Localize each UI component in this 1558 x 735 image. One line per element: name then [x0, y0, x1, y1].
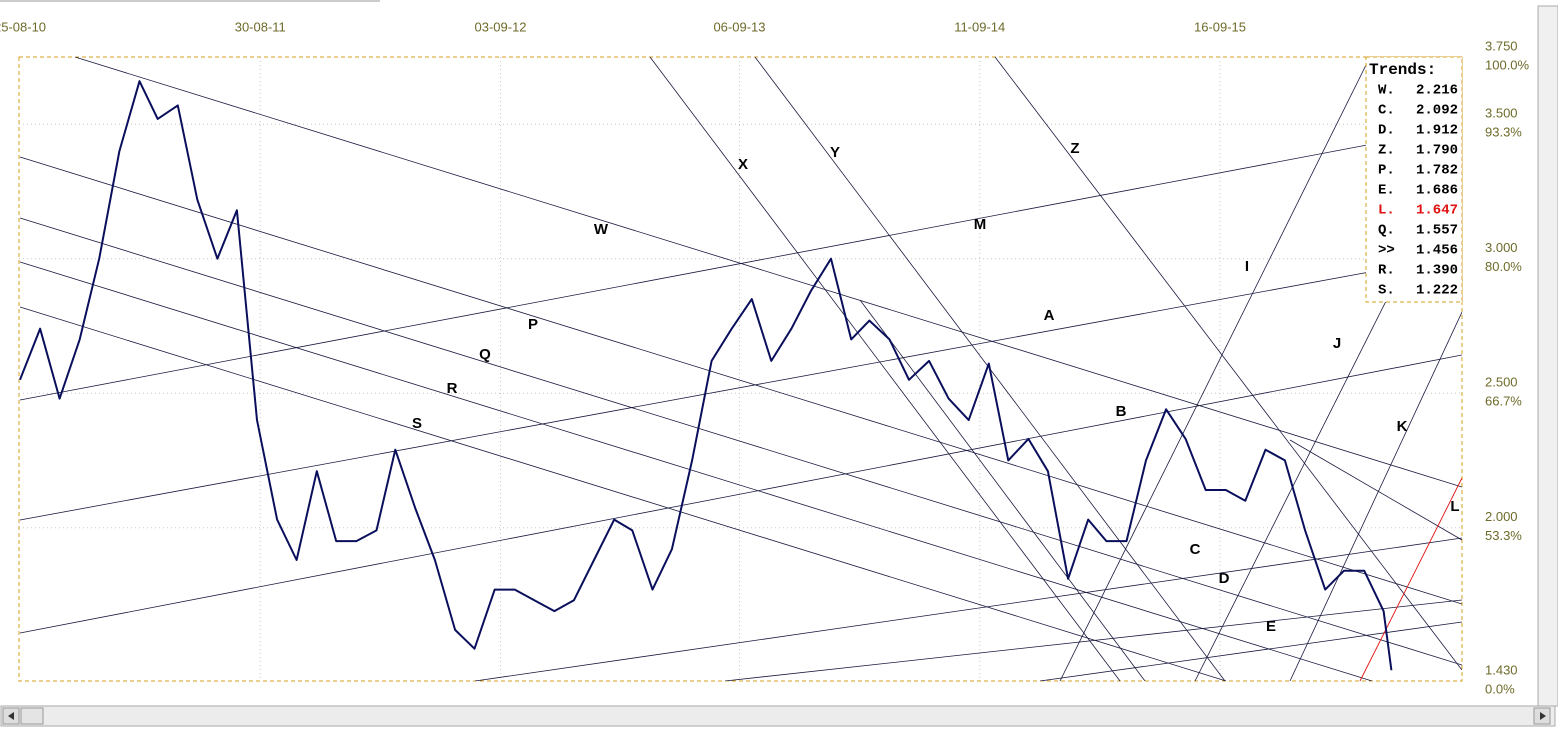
- trend-line-red: [1359, 477, 1462, 681]
- trends-box: Trends: W. 2.216 C. 2.092 D. 1.912 Z. 1.790 P. 1.…: [1365, 56, 1463, 303]
- trend-label: L: [1450, 498, 1459, 515]
- trend-label: S: [412, 415, 422, 432]
- trend-key: W.: [1378, 83, 1395, 99]
- trend-value: 1.686: [1416, 183, 1458, 199]
- trend-line: [74, 57, 1462, 488]
- trend-label: B: [1116, 403, 1127, 420]
- x-tick-label: 11-09-14: [954, 19, 1005, 34]
- y-tick-percent: 100.0%: [1485, 57, 1530, 72]
- trend-value: 2.092: [1416, 103, 1458, 119]
- trend-label: P: [528, 316, 538, 333]
- series: [19, 80, 1393, 671]
- trend-key: >>: [1378, 243, 1395, 259]
- trend-value: 1.222: [1416, 283, 1458, 299]
- trend-label: A: [1044, 307, 1055, 324]
- trend-key: S.: [1378, 283, 1395, 299]
- trend-label: X: [738, 156, 748, 173]
- trend-line: [19, 217, 1462, 666]
- trend-label: I: [1245, 258, 1249, 275]
- trend-line: [474, 537, 1462, 681]
- trend-key: P.: [1378, 163, 1395, 179]
- trend-line: [19, 156, 1462, 605]
- x-tick-label: 30-08-11: [235, 19, 286, 34]
- trend-label: Q: [479, 346, 491, 363]
- trend-label: E: [1266, 618, 1276, 635]
- trend-line: [1059, 57, 1371, 681]
- trend-value: 1.790: [1416, 143, 1458, 159]
- trend-label: R: [447, 380, 458, 397]
- trend-value: 1.390: [1416, 263, 1458, 279]
- y-tick-percent: 0.0%: [1485, 681, 1515, 696]
- trend-key: E.: [1378, 183, 1395, 199]
- trend-line: [1289, 311, 1462, 681]
- trend-label: W: [594, 221, 609, 238]
- trend-line: [19, 261, 1373, 681]
- trend-label: J: [1333, 335, 1341, 352]
- y-tick-label: 1.430: [1485, 662, 1518, 677]
- trend-value: 1.456: [1416, 243, 1458, 259]
- trend-label: Z: [1070, 140, 1079, 157]
- trend-line: [19, 354, 1462, 634]
- trend-key: Q.: [1378, 223, 1395, 239]
- trend-key: Z.: [1378, 143, 1395, 159]
- x-tick-label: 25-08-10: [0, 19, 46, 34]
- trend-line: [19, 126, 1462, 401]
- arrow-left: [8, 712, 14, 720]
- plot-frame: [18, 56, 1463, 682]
- price-line: [19, 80, 1393, 671]
- y-tick-percent: 80.0%: [1485, 259, 1522, 274]
- x-tick-label: 03-09-12: [474, 19, 526, 34]
- trend-label: D: [1219, 570, 1230, 587]
- trend-label: M: [974, 216, 987, 233]
- trend-label: Y: [830, 144, 840, 161]
- right-panel: [1537, 5, 1558, 707]
- trend-value: 1.912: [1416, 123, 1458, 139]
- trend-value: 1.557: [1416, 223, 1458, 239]
- trend-line: [724, 599, 1462, 681]
- trend-line: [19, 254, 1462, 521]
- trends-frame: [1365, 56, 1463, 303]
- trend-line: [859, 299, 1146, 681]
- trend-line: [649, 57, 1121, 681]
- x-tick-label: 06-09-13: [713, 19, 765, 34]
- scrollbar[interactable]: [0, 705, 1556, 727]
- arrow-right: [1540, 712, 1546, 720]
- trend-key: C.: [1378, 103, 1395, 119]
- y-tick-percent: 66.7%: [1485, 394, 1522, 409]
- trend-key: R.: [1378, 263, 1395, 279]
- trend-line: [19, 306, 1227, 681]
- x-tick-label: 16-09-15: [1194, 19, 1246, 34]
- trend-line: [994, 57, 1462, 671]
- trend-label: K: [1397, 418, 1408, 435]
- trend-value: 2.216: [1416, 83, 1458, 99]
- trends-title: Trends:: [1369, 61, 1436, 79]
- y-tick-label: 2.500: [1485, 375, 1518, 390]
- trend-value: 1.647: [1416, 203, 1458, 219]
- y-tick-label: 2.000: [1485, 509, 1518, 524]
- trend-line: [1289, 439, 1462, 541]
- grid: [19, 57, 1462, 681]
- trend-key: D.: [1378, 123, 1395, 139]
- trend-value: 1.782: [1416, 163, 1458, 179]
- scroll-thumb[interactable]: [20, 707, 44, 725]
- y-tick-label: 3.000: [1485, 240, 1518, 255]
- trend-label: C: [1190, 541, 1201, 558]
- y-tick-label: 3.750: [1485, 38, 1518, 53]
- labels: 25-08-10 30-08-11 03-09-12 06-09-13 11-09-14…: [0, 19, 1530, 696]
- y-tick-percent: 53.3%: [1485, 528, 1522, 543]
- y-tick-percent: 93.3%: [1485, 125, 1522, 140]
- y-tick-label: 3.500: [1485, 106, 1518, 121]
- trend-lines: [19, 57, 1462, 681]
- trend-key: L.: [1378, 203, 1395, 219]
- trend-line: [1039, 621, 1462, 681]
